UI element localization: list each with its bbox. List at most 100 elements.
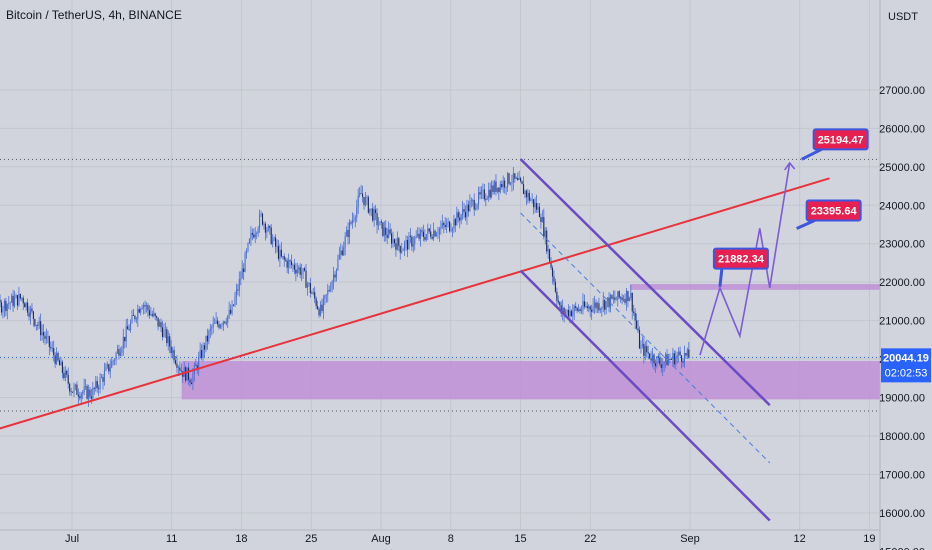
candle [277,239,280,262]
candle [89,386,91,400]
candle-body [296,269,298,274]
candle [360,184,362,195]
candle [534,197,536,213]
candle-body [627,290,629,301]
candle [543,208,545,240]
candle-body [478,192,480,205]
candle [372,202,374,223]
candle-body [572,311,574,317]
candle-body [214,323,216,324]
candle [322,294,324,320]
candle [86,384,88,400]
candle-body [562,307,564,314]
candle [604,298,606,315]
candle-body [79,396,81,399]
candle [160,318,162,333]
candle-body [392,239,394,244]
candle [74,383,77,391]
candle [41,324,43,341]
candle [491,180,493,199]
candle-body [525,190,527,198]
callout-label: 23395.64 [811,205,858,217]
candle [315,296,317,310]
candle-body [60,361,62,366]
candle [260,210,262,217]
candle [398,236,400,252]
candle [366,195,368,206]
candle-body [418,233,420,239]
candle-body [160,322,162,328]
candle-body [354,217,356,220]
candle-body [440,226,442,229]
candle-body [301,271,303,275]
candle [325,294,327,304]
candle [189,377,191,387]
candle [251,228,253,241]
candle [156,315,158,322]
candle [502,175,504,193]
candle [267,224,269,232]
price-callout: 25194.47 [800,128,869,161]
candle [522,176,525,195]
candle-body [37,324,39,326]
candle [457,209,459,223]
candle [483,184,485,202]
candle [40,313,42,341]
candle [157,317,159,331]
candle-body [379,221,381,226]
candle-body [308,283,310,285]
candle-body [417,233,419,237]
candle-body [53,348,55,356]
candle-body [41,332,43,336]
candle [618,290,620,300]
candle [203,342,206,358]
candle-body [253,234,255,238]
candle [124,336,126,349]
candle [331,279,333,293]
candle-body [550,261,552,268]
candle-body [330,289,332,291]
candle-body [685,353,687,356]
candle-body [311,292,313,294]
candle [222,320,224,331]
candle-body [45,336,48,339]
candle-body [434,230,436,237]
candle [12,289,14,312]
candle-body [401,250,403,253]
candle-body [189,379,191,383]
candle-body [428,228,430,232]
candle [190,378,193,385]
candle-body [457,212,459,218]
candle-body [573,306,575,312]
candle [683,345,686,368]
candle [505,186,507,195]
candle [495,174,497,196]
candle-body [257,228,259,234]
candle-body [341,250,343,256]
candle [77,388,79,404]
candle-body [161,327,164,337]
candle [272,234,274,248]
candle-body [270,227,272,244]
candle [498,187,500,201]
candle [261,212,264,227]
candle-body [159,322,161,327]
candle [98,384,100,396]
candle [172,347,174,359]
candle-body [688,349,690,359]
candle [202,342,204,362]
candle-body [251,232,253,235]
candle [327,283,329,303]
candle-body [654,363,657,366]
candle [293,258,295,275]
candle [27,298,29,317]
candle-body [96,381,98,388]
candle [393,238,396,247]
candle-body [625,290,628,303]
candle-body [534,202,536,208]
candle-body [662,364,664,368]
candle-body [212,323,214,328]
candle-body [28,312,30,317]
candle [38,316,40,330]
